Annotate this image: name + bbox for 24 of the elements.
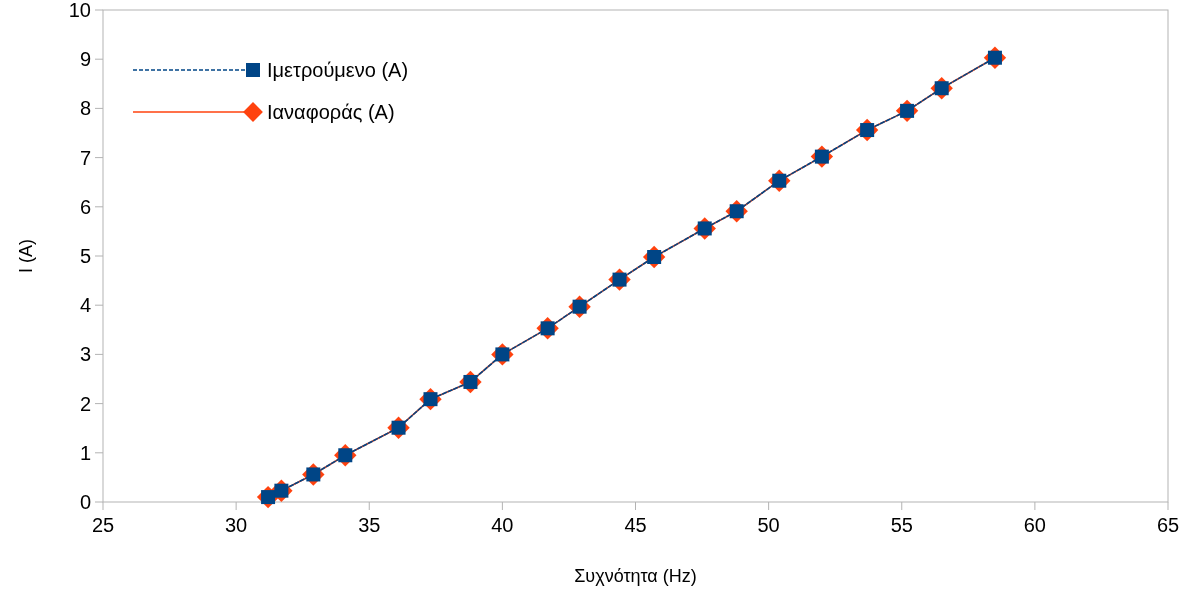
y-tick-label: 7 — [79, 146, 91, 169]
x-tick-label: 50 — [757, 514, 780, 536]
x-tick-label: 30 — [225, 514, 248, 536]
x-tick-label: 45 — [624, 514, 647, 536]
x-tick-label: 65 — [1156, 514, 1180, 536]
y-tick-label: 8 — [79, 97, 91, 120]
y-tick-label: 0 — [79, 491, 91, 513]
x-tick-label: 35 — [358, 514, 381, 536]
y-tick-label: 9 — [79, 48, 91, 71]
y-axis-title: I (A) — [16, 239, 36, 273]
x-tick-label: 40 — [491, 514, 514, 536]
y-tick-label: 5 — [79, 245, 91, 267]
y-tick-label: 10 — [68, 0, 91, 21]
y-tick-label: 4 — [79, 294, 91, 317]
legend-label: Ιαναφοράς (A) — [267, 101, 395, 123]
y-tick-label: 1 — [79, 441, 91, 464]
y-tick-label: 6 — [79, 195, 91, 218]
y-tick-label: 2 — [79, 392, 91, 415]
x-tick-label: 55 — [890, 514, 913, 536]
x-axis-title: Συχνότητα (Hz) — [574, 566, 697, 586]
x-tick-label: 25 — [91, 514, 115, 536]
x-tick-label: 60 — [1023, 514, 1046, 536]
y-tick-label: 3 — [79, 343, 91, 366]
legend-label: Ιμετρούμενο (A) — [267, 59, 409, 81]
